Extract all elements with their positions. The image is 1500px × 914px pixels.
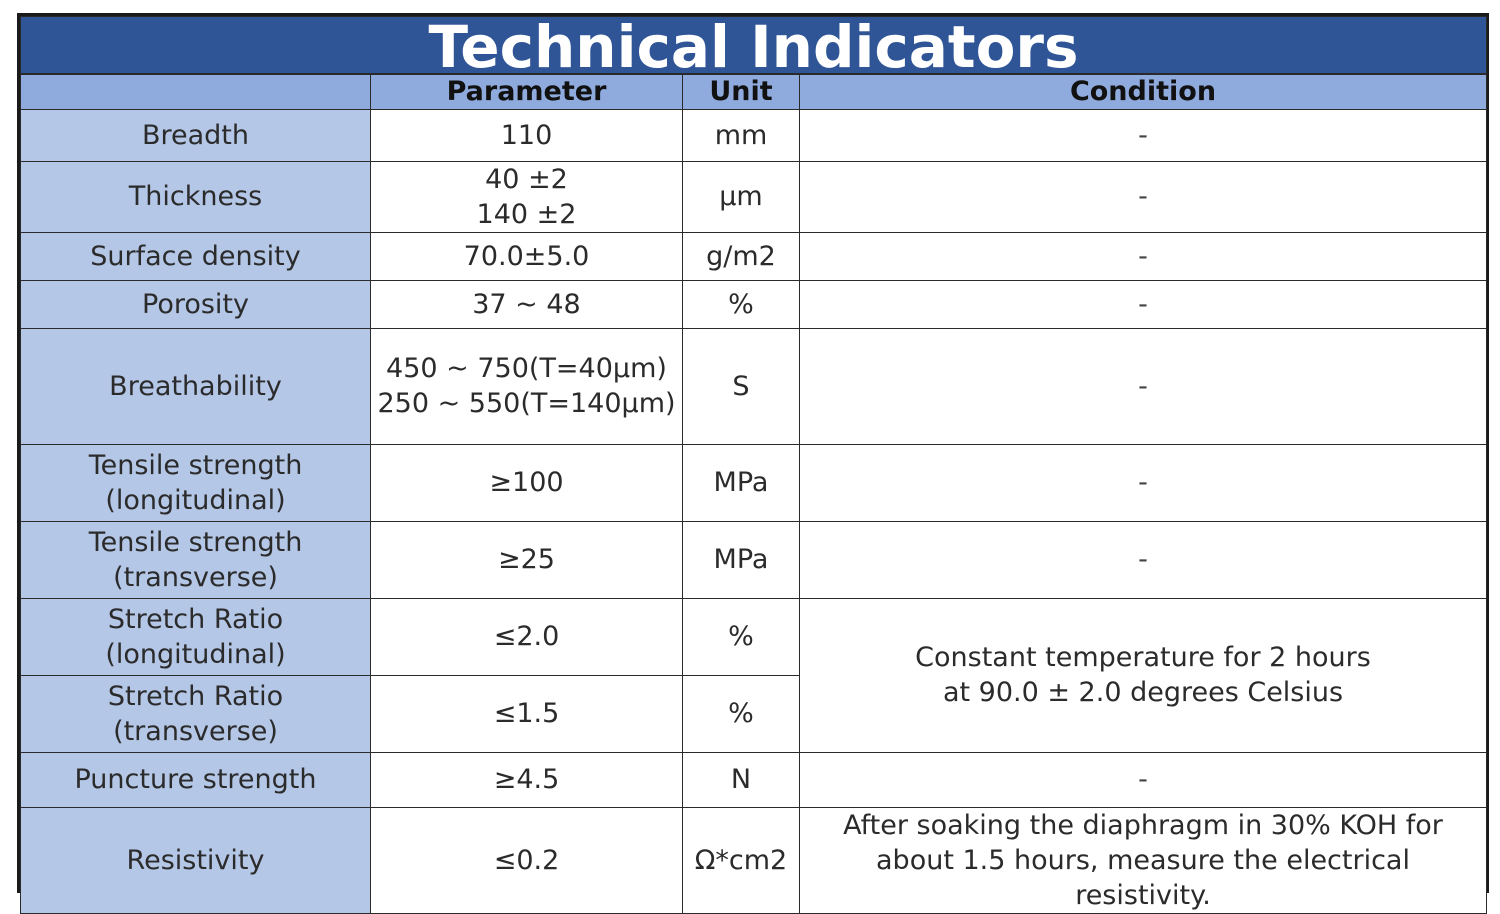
header-row: Parameter Unit Condition	[20, 73, 1487, 110]
header-unit: Unit	[682, 73, 800, 110]
row-unit: S	[682, 327, 800, 445]
row-unit: g/m2	[682, 231, 800, 281]
row-unit: μm	[682, 160, 800, 233]
row-condition: -	[799, 108, 1487, 162]
row-parameter: 40 ±2 140 ±2	[370, 160, 683, 233]
row-unit: %	[682, 279, 800, 329]
row-name: Breadth	[20, 108, 371, 162]
spec-table: Technical Indicators Parameter Unit Cond…	[20, 16, 1487, 914]
row-parameter: ≥100	[370, 443, 683, 522]
row-condition-merged: Constant temperature for 2 hours at 90.0…	[799, 597, 1487, 753]
row-unit: Ω*cm2	[682, 806, 800, 914]
row-name: Puncture strength	[20, 751, 371, 808]
row-unit: MPa	[682, 443, 800, 522]
row-unit: MPa	[682, 520, 800, 599]
row-name: Thickness	[20, 160, 371, 233]
row-parameter: 450 ~ 750(T=40μm) 250 ~ 550(T=140μm)	[370, 327, 683, 445]
table-row: Surface density 70.0±5.0 g/m2 -	[20, 231, 1487, 281]
table-row: Breathability 450 ~ 750(T=40μm) 250 ~ 55…	[20, 327, 1487, 445]
row-unit: N	[682, 751, 800, 808]
row-condition: -	[799, 520, 1487, 599]
table-row: Resistivity ≤0.2 Ω*cm2 After soaking the…	[20, 806, 1487, 914]
table-row: Stretch Ratio (longitudinal) ≤2.0 % Cons…	[20, 597, 1487, 753]
row-parameter: 110	[370, 108, 683, 162]
row-name: Surface density	[20, 231, 371, 281]
row-parameter: ≤2.0	[370, 597, 683, 676]
table-row: Tensile strength (transverse) ≥25 MPa -	[20, 520, 1487, 599]
row-condition: -	[799, 231, 1487, 281]
table-title-text: Technical Indicators	[428, 16, 1079, 74]
row-condition: -	[799, 327, 1487, 445]
table-row: Stretch Ratio (transverse) ≤1.5 %	[20, 674, 1487, 753]
row-parameter: ≥25	[370, 520, 683, 599]
header-condition: Condition	[799, 73, 1487, 110]
row-name: Stretch Ratio (transverse)	[20, 674, 371, 753]
table-row: Puncture strength ≥4.5 N -	[20, 751, 1487, 808]
row-unit: mm	[682, 108, 800, 162]
row-name: Porosity	[20, 279, 371, 329]
row-parameter: 37 ~ 48	[370, 279, 683, 329]
row-name: Resistivity	[20, 806, 371, 914]
row-condition: -	[799, 279, 1487, 329]
header-parameter: Parameter	[370, 73, 683, 110]
row-condition: -	[799, 160, 1487, 233]
row-unit: %	[682, 597, 800, 676]
row-name: Stretch Ratio (longitudinal)	[20, 597, 371, 676]
title-row: Technical Indicators	[20, 16, 1487, 75]
table-row: Tensile strength (longitudinal) ≥100 MPa…	[20, 443, 1487, 522]
technical-indicators-sheet: Technical Indicators Parameter Unit Cond…	[17, 13, 1489, 914]
header-blank	[20, 73, 371, 110]
table-title: Technical Indicators	[20, 16, 1487, 75]
row-parameter: 70.0±5.0	[370, 231, 683, 281]
table-row: Breadth 110 mm -	[20, 108, 1487, 162]
row-condition: -	[799, 443, 1487, 522]
row-unit: %	[682, 674, 800, 753]
row-condition: After soaking the diaphragm in 30% KOH f…	[799, 806, 1487, 914]
row-condition: -	[799, 751, 1487, 808]
table-row: Thickness 40 ±2 140 ±2 μm -	[20, 160, 1487, 233]
row-parameter: ≤1.5	[370, 674, 683, 753]
row-parameter: ≥4.5	[370, 751, 683, 808]
row-name: Tensile strength (transverse)	[20, 520, 371, 599]
table-row: Porosity 37 ~ 48 % -	[20, 279, 1487, 329]
row-name: Breathability	[20, 327, 371, 445]
row-parameter: ≤0.2	[370, 806, 683, 914]
row-name: Tensile strength (longitudinal)	[20, 443, 371, 522]
